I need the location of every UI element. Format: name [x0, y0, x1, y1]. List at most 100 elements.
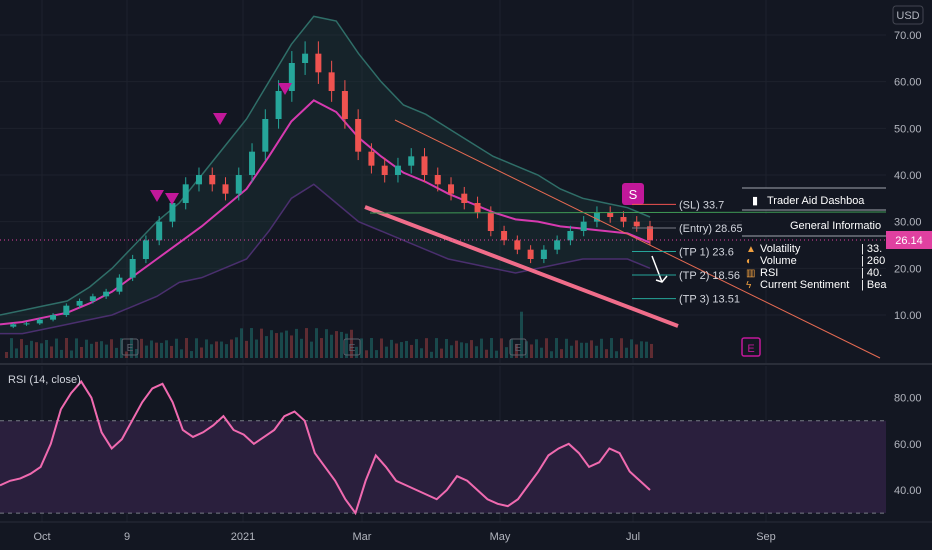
- sell-signal-text: S: [629, 187, 638, 202]
- price-tick-label: 40.00: [894, 170, 922, 182]
- dashboard-row-label: Volume: [760, 255, 797, 267]
- svg-text:USD: USD: [896, 10, 919, 22]
- volume-bar: [25, 345, 28, 358]
- earnings-marker: E: [121, 338, 139, 356]
- earnings-text: E: [515, 343, 522, 354]
- volume-bar: [530, 344, 533, 358]
- sell-triangle-marker: [165, 193, 179, 205]
- candle-body: [540, 249, 547, 259]
- volume-bar: [335, 331, 338, 358]
- lower-band-line: [0, 183, 651, 335]
- dashboard-row-value: | 33.: [861, 243, 882, 255]
- volume-bar: [615, 351, 618, 358]
- price-tick-label: 30.00: [894, 217, 922, 229]
- volume-bar: [535, 339, 538, 358]
- volume-bar: [465, 343, 468, 358]
- volume-bar: [370, 338, 373, 358]
- volume-bar: [280, 332, 283, 358]
- volume-bar: [145, 345, 148, 358]
- price-tick-label: 60.00: [894, 77, 922, 89]
- volume-bar: [245, 340, 248, 358]
- last-price-label: 26.14: [895, 235, 923, 247]
- volume-bar: [600, 338, 603, 358]
- dashboard-row-value: | 40.: [861, 267, 882, 279]
- rsi-tick-label: 80.00: [894, 393, 922, 405]
- candle-body: [262, 119, 269, 152]
- volume-bar: [605, 349, 608, 358]
- dashboard-row-value: | Bea: [861, 279, 887, 291]
- volume-bar: [625, 347, 628, 358]
- volume-bar: [380, 338, 383, 358]
- sell-triangle-marker: [278, 83, 292, 95]
- volume-bar: [10, 338, 13, 358]
- trend-resistance-line: [394, 119, 881, 359]
- volume-bar: [455, 340, 458, 358]
- volume-bar: [560, 349, 563, 358]
- volume-bar: [65, 338, 68, 358]
- volume-bar: [205, 339, 208, 358]
- volume-bar: [630, 339, 633, 358]
- candle-body: [23, 323, 30, 325]
- volume-bar: [215, 341, 218, 358]
- volume-bar: [395, 343, 398, 358]
- volume-bar: [295, 328, 298, 358]
- upper-band-line: [0, 15, 651, 316]
- volume-bar: [315, 328, 318, 358]
- volume-bar: [450, 345, 453, 358]
- volume-bar: [570, 345, 573, 358]
- price-axis: [886, 0, 932, 364]
- candle-body: [514, 240, 521, 250]
- volume-bar: [80, 346, 83, 358]
- candle-body: [209, 175, 216, 185]
- volume-bar: [150, 340, 153, 358]
- earnings-text: E: [349, 343, 356, 354]
- candle-body: [394, 165, 401, 175]
- volume-bar: [35, 342, 38, 358]
- candle-body: [487, 212, 494, 231]
- volume-bar: [175, 338, 178, 358]
- volume-bar: [405, 340, 408, 358]
- volume-bar: [40, 343, 43, 358]
- volume-bar: [410, 344, 413, 358]
- volume-bar: [555, 338, 558, 358]
- dashboard-row-value: | 260: [861, 255, 885, 267]
- candle-body: [408, 156, 415, 166]
- sell-triangle-marker: [150, 190, 164, 202]
- volume-bar: [20, 339, 23, 358]
- volume-bar: [645, 341, 648, 358]
- candle-body: [129, 259, 136, 278]
- volume-bar: [490, 338, 493, 358]
- rsi-tick-label: 40.00: [894, 485, 922, 497]
- candle-body: [567, 231, 574, 241]
- volume-bar: [580, 342, 583, 358]
- candle-body: [142, 240, 149, 259]
- trade-levels: (SL) 33.7 (Entry) 28.65 (TP 1) 23.6 (TP 2) …: [632, 199, 743, 306]
- candle-body: [647, 226, 653, 241]
- time-axis-ticks: Oct 9 2021 Mar May Jul Sep: [33, 531, 775, 543]
- currency-badge[interactable]: USD: [892, 5, 924, 25]
- volume-bar: [350, 329, 353, 358]
- volume-bar: [435, 338, 438, 358]
- candle-body: [103, 291, 110, 297]
- volume-bar: [210, 344, 213, 358]
- earnings-marker: E: [509, 338, 527, 356]
- volume-bars: [5, 311, 653, 358]
- volume-bar: [160, 342, 163, 358]
- pacman-icon: ◐: [746, 256, 752, 267]
- trade-level-label: (TP 1) 23.6: [679, 247, 734, 259]
- volume-bar: [110, 339, 113, 358]
- candle-body: [355, 119, 362, 152]
- volume-bar: [285, 330, 288, 358]
- volume-bar: [260, 328, 263, 358]
- volume-bar: [650, 343, 653, 358]
- candle-body: [381, 165, 388, 175]
- dashboard-row-label: Volatility: [760, 243, 801, 255]
- trade-level-label: (TP 3) 13.51: [679, 294, 740, 306]
- rsi-band-fill: [0, 420, 886, 514]
- volume-bar: [550, 351, 553, 358]
- triangle-icon: ▲: [746, 244, 756, 255]
- dashboard-section: General Informatio: [790, 220, 881, 232]
- volume-bar: [635, 344, 638, 358]
- volume-bar: [620, 338, 623, 358]
- price-tick-label: 50.00: [894, 123, 922, 135]
